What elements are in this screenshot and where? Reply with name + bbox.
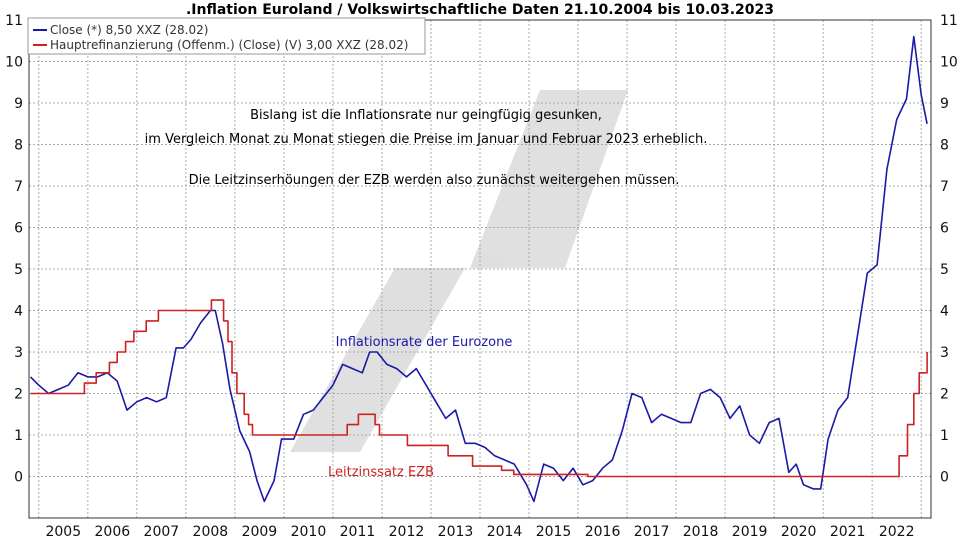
x-tick-label: 2021 (830, 524, 866, 540)
x-tick-label: 2019 (732, 524, 768, 540)
y-tick-label-left: 4 (14, 304, 23, 320)
plot-frame (28, 19, 932, 519)
y-tick-label-left: 8 (14, 138, 23, 154)
y-tick-label-right: 3 (940, 345, 949, 361)
y-tick-label-left: 3 (14, 345, 23, 361)
x-tick-label: 2009 (242, 524, 278, 540)
series-line-inflation (29, 35, 928, 503)
y-tick-label-left: 9 (14, 96, 23, 112)
legend-entry-close: Close (*) 8,50 XXZ (28.02) (50, 23, 208, 37)
x-tick-label: 2014 (487, 524, 523, 540)
x-tick-label: 2017 (634, 524, 670, 540)
y-tick-label-left: 11 (5, 13, 23, 29)
x-tick-label: 2006 (95, 524, 131, 540)
y-tick-label-left: 2 (14, 387, 23, 403)
y-tick-label-right: 7 (940, 179, 949, 195)
chart-title: .Inflation Euroland / Volkswirtschaftlic… (186, 2, 774, 18)
x-tick-label: 2015 (536, 524, 572, 540)
x-tick-label: 2005 (45, 524, 81, 540)
legend: Close (*) 8,50 XXZ (28.02) Hauptrefinanz… (27, 17, 426, 55)
y-tick-label-right: 0 (940, 470, 949, 486)
x-tick-label: 2018 (683, 524, 719, 540)
series-label-key-rate: Leitzinssatz EZB (328, 465, 434, 480)
x-tick-label: 2011 (340, 524, 376, 540)
grid (29, 19, 931, 518)
y-tick-label-right: 11 (940, 13, 958, 29)
annotation-line-1: Bislang ist die Inflationsrate nur geing… (250, 108, 602, 123)
x-tick-label: 2016 (585, 524, 621, 540)
y-tick-label-right: 1 (940, 428, 949, 444)
y-tick-label-left: 5 (14, 262, 23, 278)
y-tick-label-right: 8 (940, 138, 949, 154)
x-tick-label: 2020 (781, 524, 817, 540)
watermark (290, 90, 628, 452)
y-tick-label-right: 6 (940, 221, 949, 237)
series-label-inflation: Inflationsrate der Eurozone (336, 335, 513, 350)
y-tick-label-right: 4 (940, 304, 949, 320)
x-tick-label: 2007 (144, 524, 180, 540)
y-tick-label-left: 6 (14, 221, 23, 237)
y-tick-label-left: 10 (5, 55, 23, 71)
x-tick-label: 2012 (389, 524, 425, 540)
x-tick-label: 2013 (438, 524, 474, 540)
x-tick-label: 2010 (291, 524, 327, 540)
x-tick-label: 2022 (879, 524, 915, 540)
series-line-key-rate (30, 299, 928, 478)
y-tick-label-left: 0 (14, 470, 23, 486)
annotation-line-2: im Vergleich Monat zu Monat stiegen die … (145, 132, 708, 147)
series (29, 35, 928, 503)
legend-entry-refinancing: Hauptrefinanzierung (Offenm.) (Close) (V… (50, 38, 408, 52)
y-tick-label-right: 10 (940, 55, 958, 71)
y-tick-label-right: 2 (940, 387, 949, 403)
y-tick-label-left: 1 (14, 428, 23, 444)
y-tick-label-left: 7 (14, 179, 23, 195)
x-tick-label: 2008 (193, 524, 229, 540)
annotation-line-3: Die Leitzinserhöungen der EZB werden als… (189, 173, 680, 188)
y-tick-label-right: 9 (940, 96, 949, 112)
legend-box (27, 17, 426, 55)
y-tick-label-right: 5 (940, 262, 949, 278)
